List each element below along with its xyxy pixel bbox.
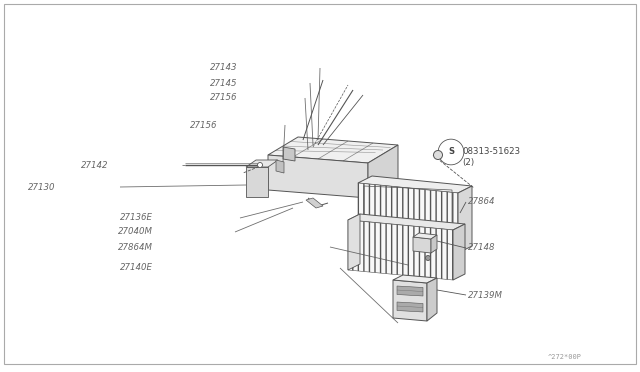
Polygon shape <box>268 137 398 163</box>
Text: 27145: 27145 <box>209 78 237 87</box>
Polygon shape <box>246 160 278 167</box>
Circle shape <box>426 256 431 260</box>
Polygon shape <box>413 233 437 239</box>
Text: 27864M: 27864M <box>118 243 153 251</box>
Polygon shape <box>246 167 268 197</box>
Polygon shape <box>348 214 360 270</box>
Polygon shape <box>283 147 295 161</box>
Polygon shape <box>276 160 284 173</box>
Polygon shape <box>348 214 465 230</box>
Circle shape <box>433 151 442 160</box>
Text: 08313-51623: 08313-51623 <box>462 148 520 157</box>
Polygon shape <box>358 183 458 253</box>
Text: 27142: 27142 <box>81 160 108 170</box>
Text: 27864: 27864 <box>468 198 495 206</box>
Polygon shape <box>368 145 398 198</box>
Polygon shape <box>393 275 437 283</box>
Polygon shape <box>306 198 323 208</box>
Text: 27040M: 27040M <box>118 228 153 237</box>
Polygon shape <box>413 237 431 253</box>
Polygon shape <box>427 278 437 321</box>
Polygon shape <box>397 286 423 296</box>
Polygon shape <box>268 155 368 198</box>
Text: 27143: 27143 <box>209 64 237 73</box>
Polygon shape <box>348 220 453 280</box>
Text: S: S <box>448 148 454 157</box>
Text: 27130: 27130 <box>28 183 55 192</box>
Text: ^272*00P: ^272*00P <box>548 354 582 360</box>
Text: 27136E: 27136E <box>120 214 153 222</box>
Circle shape <box>257 163 262 167</box>
Polygon shape <box>358 176 472 193</box>
Polygon shape <box>393 280 427 321</box>
Polygon shape <box>453 224 465 280</box>
Polygon shape <box>431 235 437 253</box>
Text: 27140E: 27140E <box>120 263 153 273</box>
Text: 27148: 27148 <box>468 244 495 253</box>
Text: 27156: 27156 <box>209 93 237 103</box>
Text: (2): (2) <box>462 157 474 167</box>
Polygon shape <box>397 302 423 312</box>
Text: 27156: 27156 <box>189 121 217 129</box>
Polygon shape <box>458 186 472 253</box>
Text: 27139M: 27139M <box>468 291 503 299</box>
